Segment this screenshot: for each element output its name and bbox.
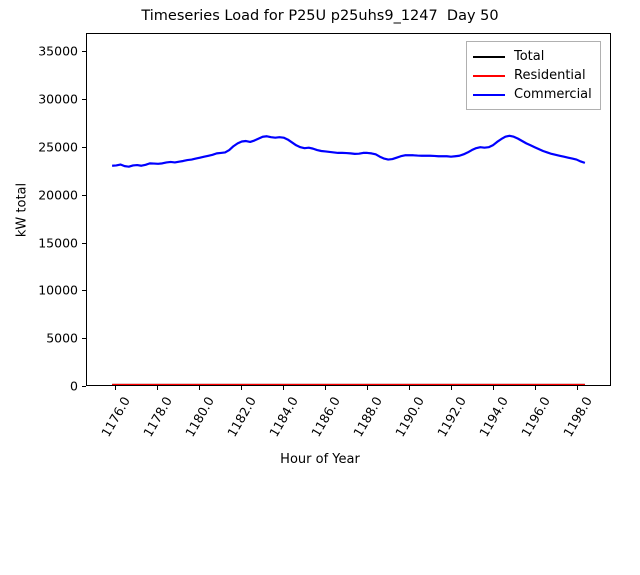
y-tick-mark [82, 51, 86, 53]
legend-color-swatch [473, 55, 505, 58]
y-tick-mark [82, 290, 86, 292]
y-tick-mark [82, 99, 86, 100]
legend: Total Residential Commercial [466, 41, 601, 110]
x-tick-mark [325, 386, 327, 390]
series-line [112, 134, 586, 168]
y-tick-mark [82, 194, 86, 196]
legend-label: Residential [514, 68, 586, 83]
legend-label: Commercial [514, 87, 592, 102]
x-tick-mark [115, 386, 117, 390]
y-tick-mark [82, 386, 86, 387]
series-lines [112, 134, 586, 385]
y-tick-mark [82, 242, 86, 244]
x-tick-mark [367, 386, 369, 390]
y-tick-label: 30000 [38, 91, 78, 107]
x-tick-mark [199, 386, 201, 390]
y-tick-label: 20000 [38, 187, 78, 203]
x-tick-mark [535, 386, 537, 390]
x-tick-mark [283, 386, 285, 390]
x-tick-mark [577, 386, 579, 390]
y-tick-label: 0 [70, 378, 78, 394]
y-tick-mark [82, 338, 86, 340]
x-tick-mark [451, 386, 453, 390]
y-tick-label: 25000 [38, 139, 78, 155]
y-tick-label: 5000 [46, 330, 78, 346]
x-axis-label: Hour of Year [280, 452, 360, 467]
legend-entry: Commercial [473, 85, 592, 104]
y-tick-label: 10000 [38, 282, 78, 298]
legend-label: Total [514, 49, 545, 64]
legend-entry: Residential [473, 66, 592, 85]
x-tick-mark [493, 386, 495, 390]
legend-color-swatch [473, 74, 505, 77]
x-tick-mark [157, 386, 159, 390]
x-tick-mark [409, 386, 411, 390]
legend-entry: Total [473, 47, 592, 66]
y-tick-mark [82, 146, 86, 148]
x-tick-mark [241, 386, 243, 390]
page-title: Timeseries Load for P25U p25uhs9_1247 Da… [141, 8, 499, 24]
y-axis-label: kW total [14, 182, 30, 237]
legend-color-swatch [473, 93, 505, 96]
figure-canvas: Timeseries Load for P25U p25uhs9_1247 Da… [14, 8, 611, 467]
y-tick-label: 15000 [38, 235, 78, 250]
y-tick-label: 35000 [38, 43, 78, 59]
